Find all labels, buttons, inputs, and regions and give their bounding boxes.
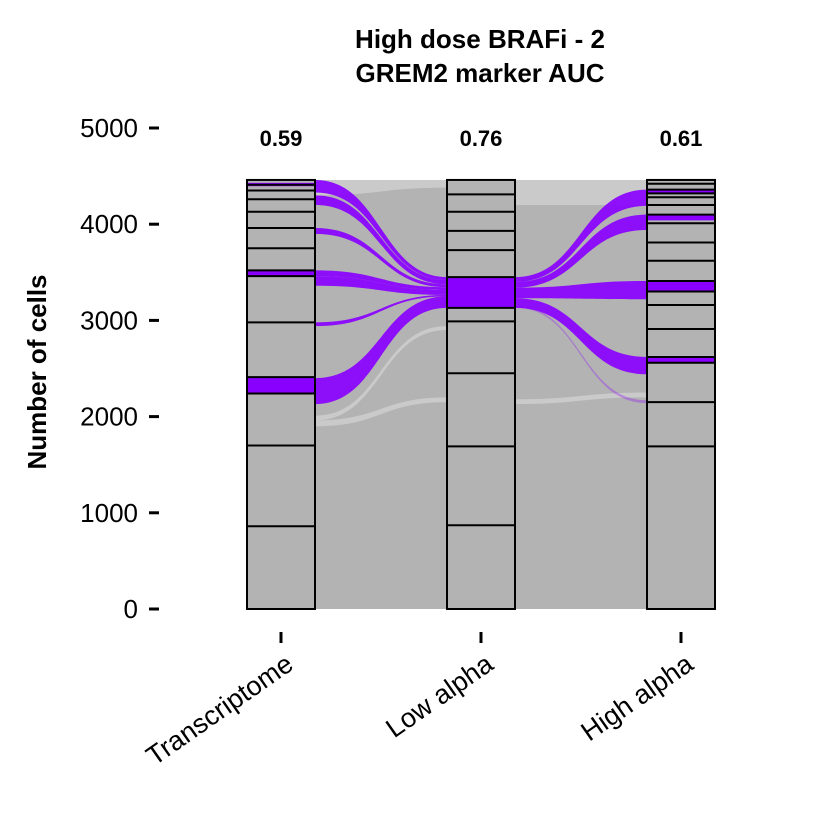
auc-label: 0.76 [460, 126, 503, 151]
stratum [447, 179, 515, 195]
background-flow-strand [315, 397, 447, 427]
marker-flow [315, 195, 447, 285]
y-axis-label: Number of cells [22, 274, 52, 469]
marker-stratum [447, 277, 515, 308]
y-tick-label: 0 [124, 594, 138, 624]
stratum [647, 179, 715, 184]
y-tick-label: 5000 [80, 113, 138, 143]
marker-flow [315, 296, 447, 405]
marker-flow [315, 270, 447, 291]
stratum [247, 228, 315, 249]
stratum [647, 402, 715, 447]
stratum [647, 204, 715, 215]
marker-stratum [647, 280, 715, 292]
marker-flow [515, 189, 647, 282]
background-flow-strand [515, 392, 647, 405]
marker-stratum [647, 356, 715, 363]
stratum [647, 242, 715, 261]
stratum [447, 211, 515, 231]
background-flow-strand [515, 179, 647, 205]
stratum-outline [246, 178, 316, 610]
marker-stratum [247, 270, 315, 277]
marker-flows [315, 179, 647, 405]
stratum [647, 193, 715, 198]
stratum [247, 184, 315, 191]
x-axis: Transcriptome Low alpha High alpha [141, 632, 699, 771]
chart-subtitle: GREM2 marker AUC [355, 58, 604, 88]
marker-flow [515, 280, 647, 300]
auc-label: 0.59 [260, 126, 303, 151]
stratum [247, 179, 315, 185]
stratum [247, 445, 315, 527]
stratum-outline [446, 178, 516, 610]
stratum [647, 183, 715, 190]
stratum [247, 393, 315, 446]
marker-stratum [247, 377, 315, 394]
stratum [647, 446, 715, 609]
stratum [447, 230, 515, 251]
stratum [647, 305, 715, 330]
chart-title: High dose BRAFi - 2 [355, 24, 605, 54]
stratum [247, 526, 315, 609]
marker-flow [315, 276, 447, 295]
y-tick-label: 3000 [80, 305, 138, 335]
auc-label: 0.61 [660, 126, 703, 151]
background-flow-strand [315, 326, 447, 421]
stratum [247, 322, 315, 378]
stratum [247, 248, 315, 271]
marker-stratum [647, 189, 715, 194]
stratum [647, 223, 715, 243]
x-tick-label: Transcriptome [141, 648, 299, 771]
y-tick-label: 1000 [80, 498, 138, 528]
marker-flow [515, 305, 647, 404]
y-axis: 0 1000 2000 3000 4000 5000 [80, 113, 159, 624]
auc-labels: 0.59 0.76 0.61 [260, 126, 703, 151]
marker-flow [515, 214, 647, 288]
y-tick-label: 4000 [80, 209, 138, 239]
strata [246, 178, 716, 610]
stratum [647, 291, 715, 306]
stratum [247, 199, 315, 212]
x-tick-label: High alpha [575, 648, 699, 747]
marker-flow [315, 228, 447, 288]
marker-flow [515, 298, 647, 375]
stratum [247, 190, 315, 200]
stratum [647, 362, 715, 403]
stratum [447, 321, 515, 374]
stratum [247, 211, 315, 229]
marker-flow [315, 294, 447, 327]
x-tick-label: Low alpha [380, 648, 499, 744]
stratum [447, 446, 515, 526]
stratum [647, 260, 715, 281]
stratum [647, 329, 715, 357]
stratum [447, 250, 515, 278]
y-tick-label: 2000 [80, 402, 138, 432]
stratum-outline [646, 178, 716, 610]
stratum [447, 373, 515, 447]
stratum [447, 525, 515, 609]
marker-flow [315, 179, 447, 280]
stratum [247, 276, 315, 323]
stratum [447, 194, 515, 212]
stratum [447, 307, 515, 322]
stratum [647, 197, 715, 205]
marker-stratum [647, 214, 715, 221]
